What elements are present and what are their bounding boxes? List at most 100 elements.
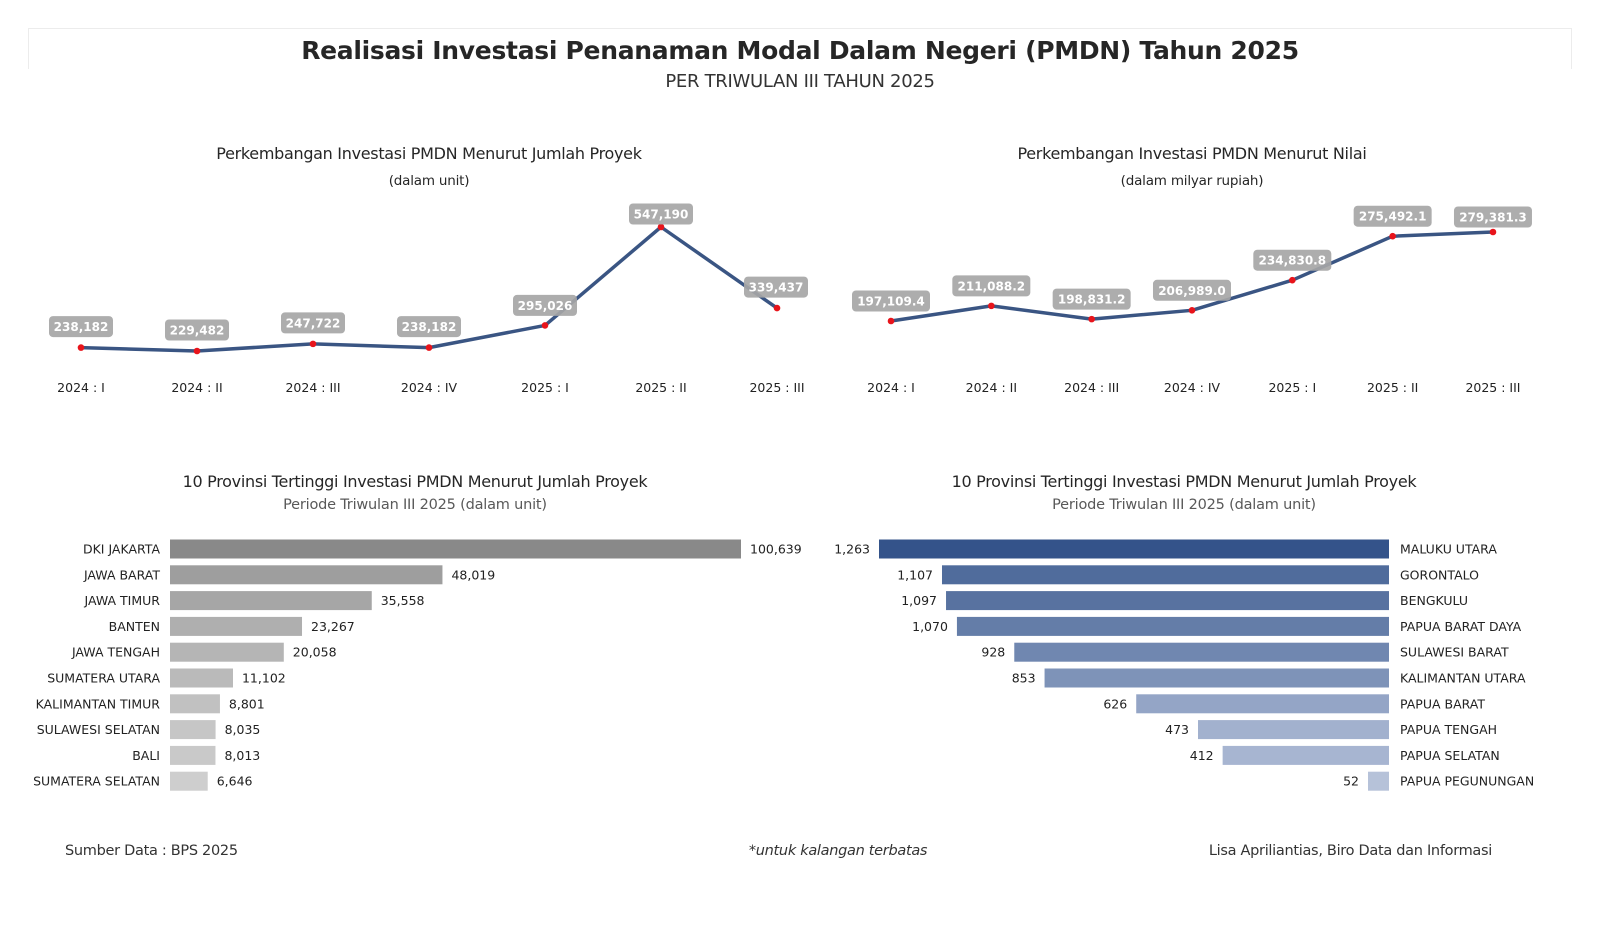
value-label: 8,035 <box>225 722 261 737</box>
x-tick-label: 2024 : I <box>57 380 105 395</box>
category-label: PAPUA BARAT <box>1400 696 1485 711</box>
bar <box>1014 642 1389 662</box>
data-label-box <box>281 312 345 334</box>
data-point <box>657 223 665 231</box>
bar <box>170 591 372 611</box>
x-tick-label: 2025 : III <box>1465 380 1520 395</box>
chart-projects-title: Perkembangan Investasi PMDN Menurut Juml… <box>216 144 642 163</box>
x-tick-label: 2025 : II <box>635 380 686 395</box>
x-tick-label: 2025 : I <box>521 380 569 395</box>
data-point <box>887 317 895 325</box>
category-label: MALUKU UTARA <box>1400 542 1497 557</box>
x-tick-label: 2024 : IV <box>1164 380 1221 395</box>
value-label: 6,646 <box>217 774 253 789</box>
category-label: DKI JAKARTA <box>83 542 160 557</box>
chart-value-title: Perkembangan Investasi PMDN Menurut Nila… <box>1017 144 1367 163</box>
category-label: PAPUA BARAT DAYA <box>1400 619 1522 634</box>
data-point <box>1489 228 1497 236</box>
bar <box>170 694 220 714</box>
data-label: 247,722 <box>286 316 341 330</box>
data-label: 339,437 <box>749 281 804 295</box>
data-point <box>77 344 85 351</box>
category-label: BANTEN <box>109 619 160 634</box>
bar <box>170 745 216 765</box>
footer-source: Sumber Data : BPS 2025 <box>65 843 238 859</box>
page-title: Realisasi Investasi Penanaman Modal Dala… <box>301 36 1299 65</box>
data-label: 295,026 <box>518 299 573 313</box>
bar <box>946 591 1389 611</box>
bar <box>1136 694 1389 714</box>
data-label: 211,088.2 <box>958 279 1026 293</box>
footer-author: Lisa Apriliantias, Biro Data dan Informa… <box>1208 843 1492 859</box>
bar <box>170 771 208 791</box>
value-label: 1,070 <box>912 619 948 634</box>
value-label: 8,801 <box>229 696 265 711</box>
category-label: SULAWESI BARAT <box>1400 645 1509 660</box>
chart-low-provinces-title: 10 Provinsi Tertinggi Investasi PMDN Men… <box>951 472 1417 491</box>
bar <box>170 720 216 740</box>
category-label: BALI <box>132 748 160 763</box>
value-label: 1,097 <box>901 593 937 608</box>
category-label: JAWA TIMUR <box>84 593 161 608</box>
data-label: 238,182 <box>54 320 109 334</box>
data-point <box>1389 232 1396 240</box>
value-label: 52 <box>1343 774 1359 789</box>
data-label-box <box>397 316 461 338</box>
data-label: 206,989.0 <box>1158 284 1226 298</box>
category-label: SUMATERA UTARA <box>47 671 160 686</box>
data-point <box>988 302 995 310</box>
data-point <box>193 347 201 355</box>
data-label: 238,182 <box>402 320 457 334</box>
bar <box>170 616 303 636</box>
data-point <box>1188 307 1196 314</box>
category-label: GORONTALO <box>1400 567 1479 582</box>
value-label: 1,263 <box>834 542 870 557</box>
data-label: 547,190 <box>634 208 689 222</box>
value-label: 8,013 <box>224 748 260 763</box>
data-label-box <box>1353 205 1432 227</box>
category-label: PAPUA SELATAN <box>1400 748 1500 763</box>
value-label: 853 <box>1012 671 1036 686</box>
data-label-box <box>513 294 577 316</box>
page-frame <box>28 28 1572 69</box>
data-label-box <box>49 316 113 338</box>
data-label-box <box>629 203 693 225</box>
data-label-box <box>165 319 229 341</box>
data-point <box>773 304 781 312</box>
chart-top-provinces-title: 10 Provinsi Tertinggi Investasi PMDN Men… <box>182 472 648 491</box>
x-tick-label: 2025 : II <box>1367 380 1418 395</box>
x-tick-label: 2024 : I <box>867 380 915 395</box>
value-label: 626 <box>1103 696 1127 711</box>
value-label: 928 <box>981 645 1005 660</box>
bar <box>1044 668 1389 688</box>
chart-projects-subtitle: (dalam unit) <box>388 173 470 189</box>
x-tick-label: 2024 : III <box>285 380 340 395</box>
data-label: 234,830.8 <box>1259 254 1327 268</box>
data-label-box <box>952 275 1031 297</box>
value-label: 1,107 <box>897 567 933 582</box>
category-label: JAWA TENGAH <box>71 645 160 660</box>
category-label: PAPUA PEGUNUNGAN <box>1400 774 1534 789</box>
data-point <box>1088 315 1095 323</box>
data-point <box>1289 276 1296 284</box>
data-point <box>541 322 549 329</box>
x-tick-label: 2024 : II <box>171 380 222 395</box>
bar <box>1368 771 1389 791</box>
chart-low-provinces-subtitle: Periode Triwulan III 2025 (dalam unit) <box>1052 497 1316 513</box>
bar <box>879 539 1389 559</box>
value-label: 35,558 <box>381 593 425 608</box>
category-label: KALIMANTAN TIMUR <box>36 696 161 711</box>
category-label: KALIMANTAN UTARA <box>1400 671 1526 686</box>
bar <box>170 668 233 688</box>
x-tick-label: 2024 : II <box>966 380 1017 395</box>
data-label-box <box>852 290 930 312</box>
data-label: 198,831.2 <box>1058 293 1126 307</box>
category-label: PAPUA TENGAH <box>1400 722 1497 737</box>
value-label: 23,267 <box>311 619 355 634</box>
category-label: JAWA BARAT <box>83 567 160 582</box>
page-subtitle: PER TRIWULAN III TAHUN 2025 <box>665 71 935 92</box>
data-label-box <box>1052 288 1131 310</box>
chart-top-provinces-subtitle: Periode Triwulan III 2025 (dalam unit) <box>283 497 547 513</box>
value-label: 412 <box>1190 748 1214 763</box>
